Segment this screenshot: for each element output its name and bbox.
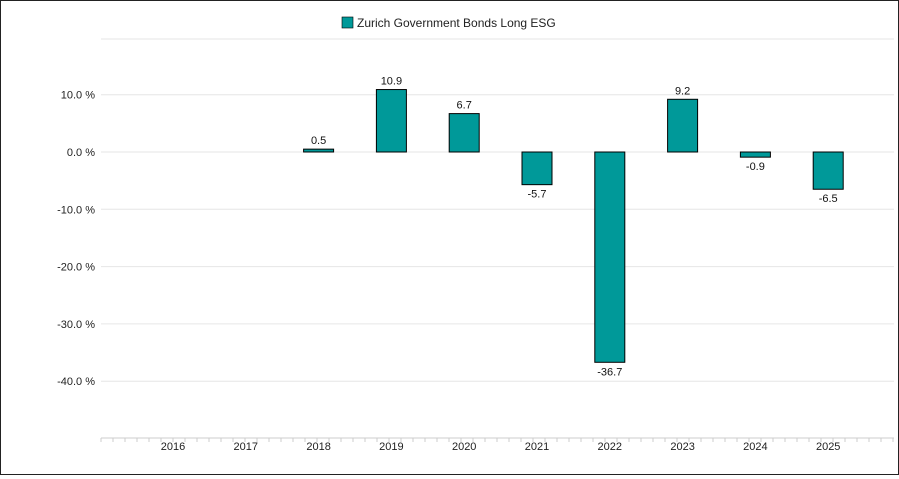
bar — [739, 151, 771, 158]
x-tick-label: 2021 — [525, 441, 549, 453]
bar — [594, 151, 626, 363]
bar — [521, 151, 553, 186]
bar-data-label: 6.7 — [457, 100, 472, 112]
legend: Zurich Government Bonds Long ESG — [341, 16, 556, 30]
bar — [667, 98, 699, 153]
x-tick-label: 2020 — [452, 441, 476, 453]
x-tick-label: 2019 — [379, 441, 403, 453]
y-tick-label: -20.0 % — [57, 262, 95, 274]
x-tick-label: 2022 — [598, 441, 622, 453]
y-tick-label: -40.0 % — [57, 376, 95, 388]
bar-labels: 0.5 10.9 6.7 -5.7 -36.7 9.2 -0.9 -6.5 — [311, 76, 838, 379]
bar — [812, 151, 844, 190]
x-tick-label: 2025 — [816, 441, 840, 453]
bar — [375, 89, 407, 153]
bars — [303, 89, 844, 363]
bar — [448, 113, 480, 153]
bar-data-label: -36.7 — [597, 366, 622, 378]
y-tick-label: -30.0 % — [57, 319, 95, 331]
legend-label: Zurich Government Bonds Long ESG — [357, 16, 556, 30]
x-tick-label: 2018 — [306, 441, 330, 453]
bar — [303, 148, 335, 153]
bar-data-label: 9.2 — [675, 85, 690, 97]
bar-data-label: -5.7 — [528, 189, 547, 201]
legend-swatch — [341, 16, 354, 29]
x-tick-label: 2017 — [234, 441, 258, 453]
y-tick-label: -10.0 % — [57, 204, 95, 216]
bar-data-label: -0.9 — [746, 161, 765, 173]
x-tick-label: 2024 — [743, 441, 767, 453]
x-tick-label: 2023 — [670, 441, 694, 453]
x-tick-label: 2016 — [161, 441, 185, 453]
bar-data-label: -6.5 — [819, 193, 838, 205]
grid-lines — [101, 38, 894, 382]
bar-data-label: 10.9 — [381, 76, 402, 88]
bar-data-label: 0.5 — [311, 135, 326, 147]
y-tick-label: 10.0 % — [61, 90, 95, 102]
y-axis: 10.0 % 0.0 % -10.0 % -20.0 % -30.0 % -40.0 % — [57, 90, 95, 389]
x-axis: 2016 2017 2018 2019 2020 2021 2022 2023 2024 2025 — [100, 437, 894, 453]
y-tick-label: 0.0 % — [67, 147, 95, 159]
